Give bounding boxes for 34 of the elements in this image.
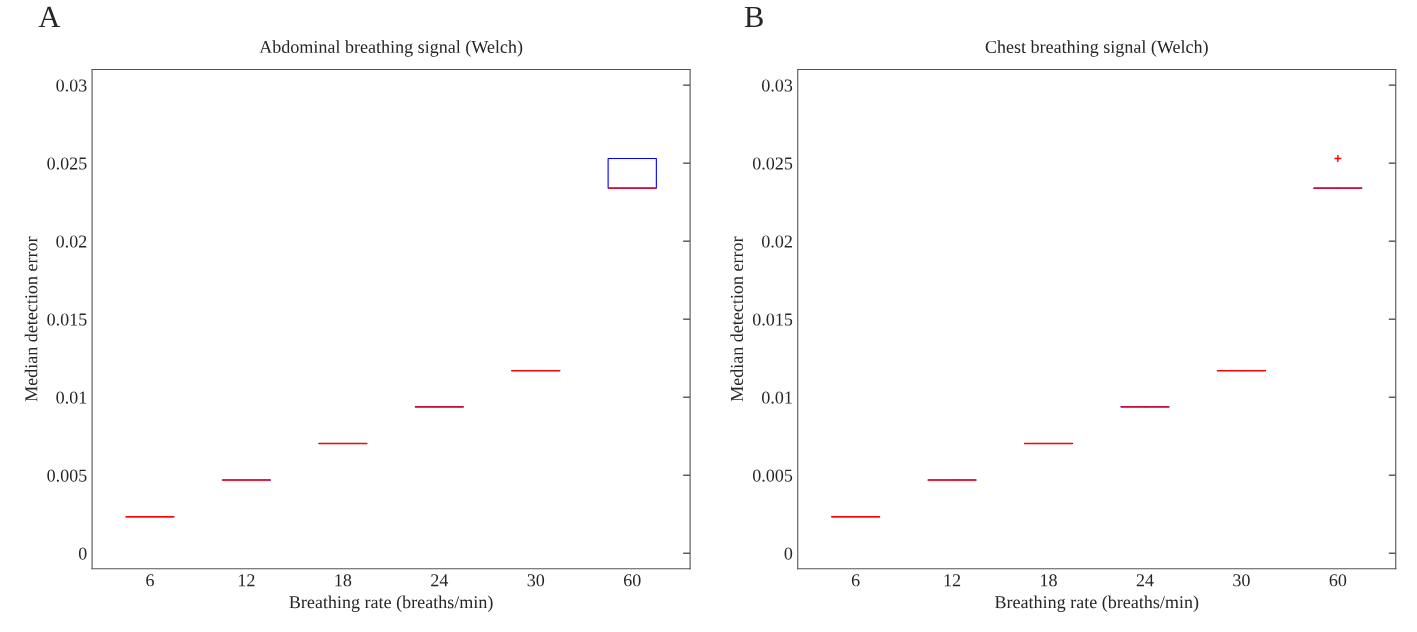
x-tick-label: 30 — [1233, 574, 1250, 587]
y-tick-label: 0.025 — [47, 157, 87, 170]
text: A — [38, 6, 61, 27]
chart-title: Chest breathing signal (Welch) — [985, 40, 1208, 57]
y-tick-label: 0.03 — [56, 79, 87, 92]
x-tick-label: 12 — [238, 574, 255, 587]
chart-title: Abdominal breathing signal (Welch) — [259, 40, 523, 57]
y-tick-label: 0.015 — [47, 313, 87, 326]
x-axis-title: Breathing rate (breaths/min) — [994, 595, 1199, 613]
x-axis-title: Breathing rate (breaths/min) — [289, 595, 493, 613]
y-tick-label: 0.02 — [761, 235, 792, 248]
y-tick-label: 0.025 — [752, 157, 793, 170]
text: B — [744, 6, 763, 28]
y-axis-title: Median detection error — [730, 236, 744, 402]
y-axis-title: Median detection error — [24, 236, 38, 402]
x-tick-label: 18 — [1041, 574, 1057, 587]
x-tick-label: 18 — [335, 574, 352, 587]
x-tick-label: 6 — [851, 574, 860, 587]
y-tick-label: 0.005 — [752, 469, 793, 482]
y-tick-label: 0 — [78, 547, 87, 560]
x-tick-label: 6 — [146, 574, 154, 587]
x-tick-label: 24 — [431, 574, 449, 587]
x-tick-label: 12 — [944, 574, 961, 587]
x-tick-label: 30 — [527, 574, 545, 587]
y-tick-label: 0.005 — [47, 469, 87, 482]
y-tick-label: 0.01 — [761, 391, 792, 404]
x-tick-label: 60 — [1329, 574, 1347, 587]
y-tick-label: 0.015 — [752, 313, 793, 326]
y-tick-label: 0.02 — [56, 235, 87, 248]
y-tick-label: 0 — [784, 547, 793, 560]
y-tick-label: 0.03 — [761, 79, 793, 92]
x-tick-label: 60 — [623, 574, 641, 587]
y-tick-label: 0.01 — [56, 391, 87, 404]
x-tick-label: 24 — [1136, 574, 1154, 587]
